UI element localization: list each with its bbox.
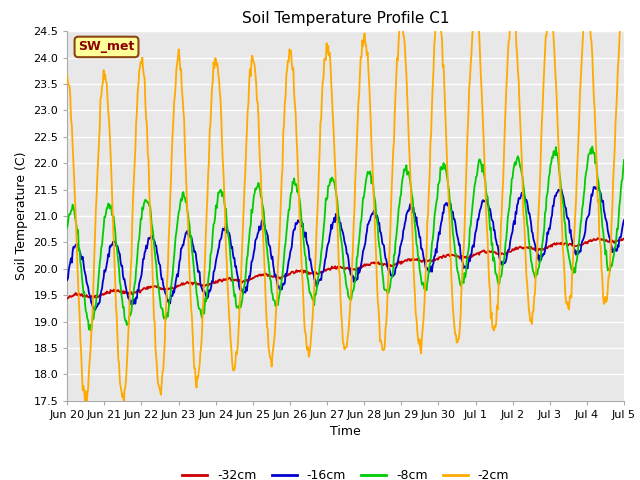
Title: Soil Temperature Profile C1: Soil Temperature Profile C1 bbox=[242, 11, 449, 26]
Text: SW_met: SW_met bbox=[78, 40, 134, 53]
Legend: -32cm, -16cm, -8cm, -2cm: -32cm, -16cm, -8cm, -2cm bbox=[177, 464, 514, 480]
Y-axis label: Soil Temperature (C): Soil Temperature (C) bbox=[15, 152, 28, 280]
X-axis label: Time: Time bbox=[330, 425, 361, 438]
